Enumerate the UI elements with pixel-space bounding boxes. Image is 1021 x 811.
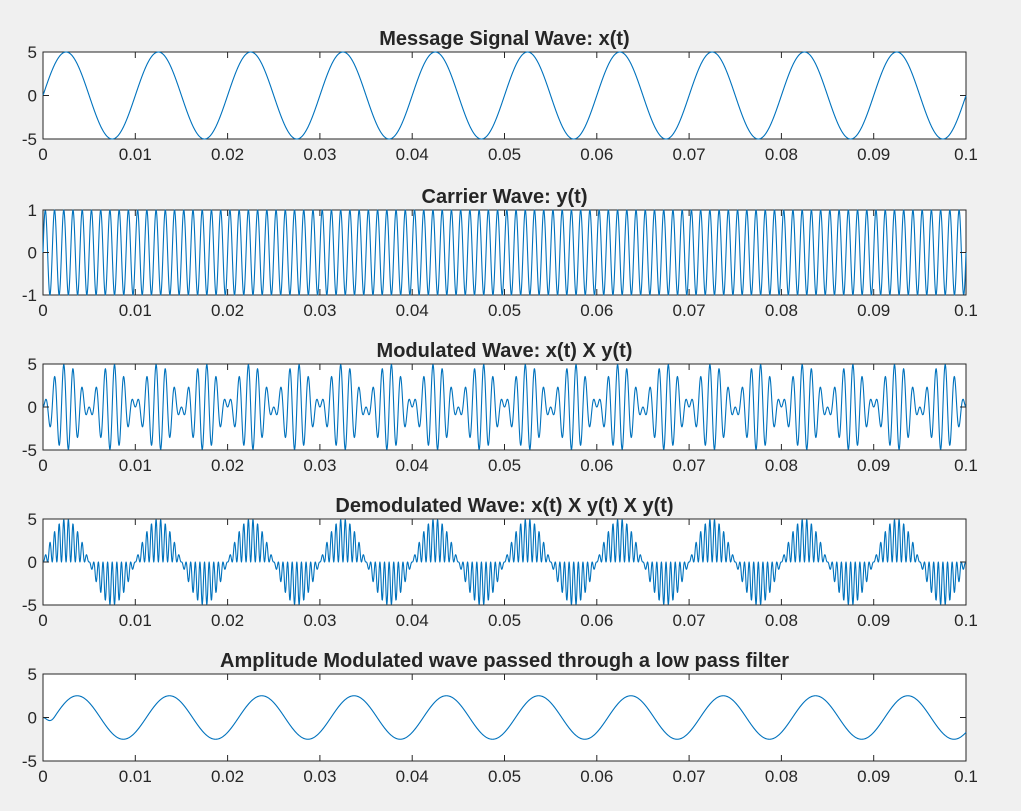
subplot-1: Message Signal Wave: x(t) 0 0.01 0.02 0.03 0.…	[22, 28, 978, 164]
x-tick-label: 0.05	[488, 611, 521, 630]
series-line	[42, 209, 967, 296]
y-tick-label: -5	[22, 752, 37, 771]
x-tick-label: 0.05	[488, 145, 521, 164]
x-tick-label: 0.05	[488, 456, 521, 475]
x-tick-label: 0.01	[119, 456, 152, 475]
x-tick-label: 0.03	[303, 611, 336, 630]
x-tick-label: 0.09	[857, 611, 890, 630]
y-tick-label: -1	[22, 286, 37, 305]
x-tick-label: 0.03	[303, 301, 336, 320]
series-line	[42, 51, 967, 140]
x-tick-label: 0.1	[954, 611, 978, 630]
subplot-title: Modulated Wave: x(t) X y(t)	[377, 340, 633, 362]
x-tick-label: 0	[38, 767, 47, 786]
y-tick-label: 0	[28, 87, 37, 106]
y-tick-label: 0	[28, 553, 37, 572]
x-tick-label: 0.03	[303, 145, 336, 164]
x-tick-label: 0.08	[765, 611, 798, 630]
x-tick-label: 0.07	[673, 456, 706, 475]
x-tick-label: 0.07	[673, 301, 706, 320]
y-tick-label: 5	[28, 43, 37, 62]
x-tick-label: 0.08	[765, 301, 798, 320]
y-tick-label: -5	[22, 596, 37, 615]
subplot-2: Carrier Wave: y(t) 0 0.01 0.02 0.03 0.04 0.05 0…	[22, 186, 978, 320]
x-tick-label: 0.1	[954, 456, 978, 475]
subplot-5: Amplitude Modulated wave passed through …	[22, 650, 978, 786]
x-tick-label: 0.06	[580, 301, 613, 320]
y-tick-label: 0	[28, 244, 37, 263]
x-tick-label: 0.02	[211, 611, 244, 630]
x-tick-label: 0.02	[211, 145, 244, 164]
subplot-title: Message Signal Wave: x(t)	[379, 28, 629, 50]
y-tick-label: -5	[22, 441, 37, 460]
x-tick-label: 0.04	[396, 301, 429, 320]
y-tick-label: 1	[28, 201, 37, 220]
series-line	[42, 695, 967, 740]
x-tick-label: 0.03	[303, 456, 336, 475]
x-tick-label: 0.02	[211, 767, 244, 786]
x-tick-label: 0.03	[303, 767, 336, 786]
x-tick-label: 0.01	[119, 611, 152, 630]
subplot-title: Carrier Wave: y(t)	[422, 186, 588, 208]
x-tick-label: 0.06	[580, 767, 613, 786]
y-tick-label: 5	[28, 665, 37, 684]
x-tick-label: 0.07	[673, 145, 706, 164]
subplot-title: Demodulated Wave: x(t) X y(t) X y(t)	[335, 495, 673, 517]
x-tick-label: 0.1	[954, 767, 978, 786]
x-tick-label: 0.07	[673, 767, 706, 786]
x-tick-label: 0.06	[580, 611, 613, 630]
x-tick-label: 0.09	[857, 767, 890, 786]
x-tick-label: 0.08	[765, 145, 798, 164]
x-tick-label: 0.06	[580, 145, 613, 164]
x-tick-label: 0.07	[673, 611, 706, 630]
x-tick-label: 0.1	[954, 145, 978, 164]
x-tick-label: 0.09	[857, 145, 890, 164]
subplot-title: Amplitude Modulated wave passed through …	[220, 650, 789, 672]
x-tick-label: 0.04	[396, 611, 429, 630]
x-tick-label: 0.02	[211, 456, 244, 475]
x-tick-label: 0.02	[211, 301, 244, 320]
y-tick-label: -5	[22, 130, 37, 149]
x-tick-label: 0.1	[954, 301, 978, 320]
y-tick-label: 5	[28, 510, 37, 529]
x-tick-label: 0	[38, 301, 47, 320]
x-tick-label: 0.01	[119, 767, 152, 786]
x-tick-label: 0	[38, 145, 47, 164]
x-tick-label: 0.01	[119, 145, 152, 164]
subplot-4: Demodulated Wave: x(t) X y(t) X y(t) 0 0.0…	[22, 495, 978, 630]
axes-box	[42, 673, 967, 762]
y-tick-label: 0	[28, 398, 37, 417]
x-tick-label: 0.01	[119, 301, 152, 320]
x-tick-label: 0.05	[488, 301, 521, 320]
y-tick-label: 0	[28, 709, 37, 728]
x-tick-label: 0.04	[396, 767, 429, 786]
subplot-3: Modulated Wave: x(t) X y(t) 0 0.01 0.02 0.03…	[22, 340, 978, 475]
x-tick-label: 0.09	[857, 301, 890, 320]
series-line	[42, 364, 967, 450]
x-tick-label: 0.04	[396, 145, 429, 164]
y-tick-label: 5	[28, 355, 37, 374]
x-tick-label: 0.08	[765, 767, 798, 786]
series-line	[42, 519, 967, 605]
x-tick-label: 0	[38, 456, 47, 475]
x-tick-label: 0.05	[488, 767, 521, 786]
x-tick-label: 0.04	[396, 456, 429, 475]
x-tick-label: 0.06	[580, 456, 613, 475]
x-tick-label: 0	[38, 611, 47, 630]
x-tick-label: 0.08	[765, 456, 798, 475]
x-tick-label: 0.09	[857, 456, 890, 475]
